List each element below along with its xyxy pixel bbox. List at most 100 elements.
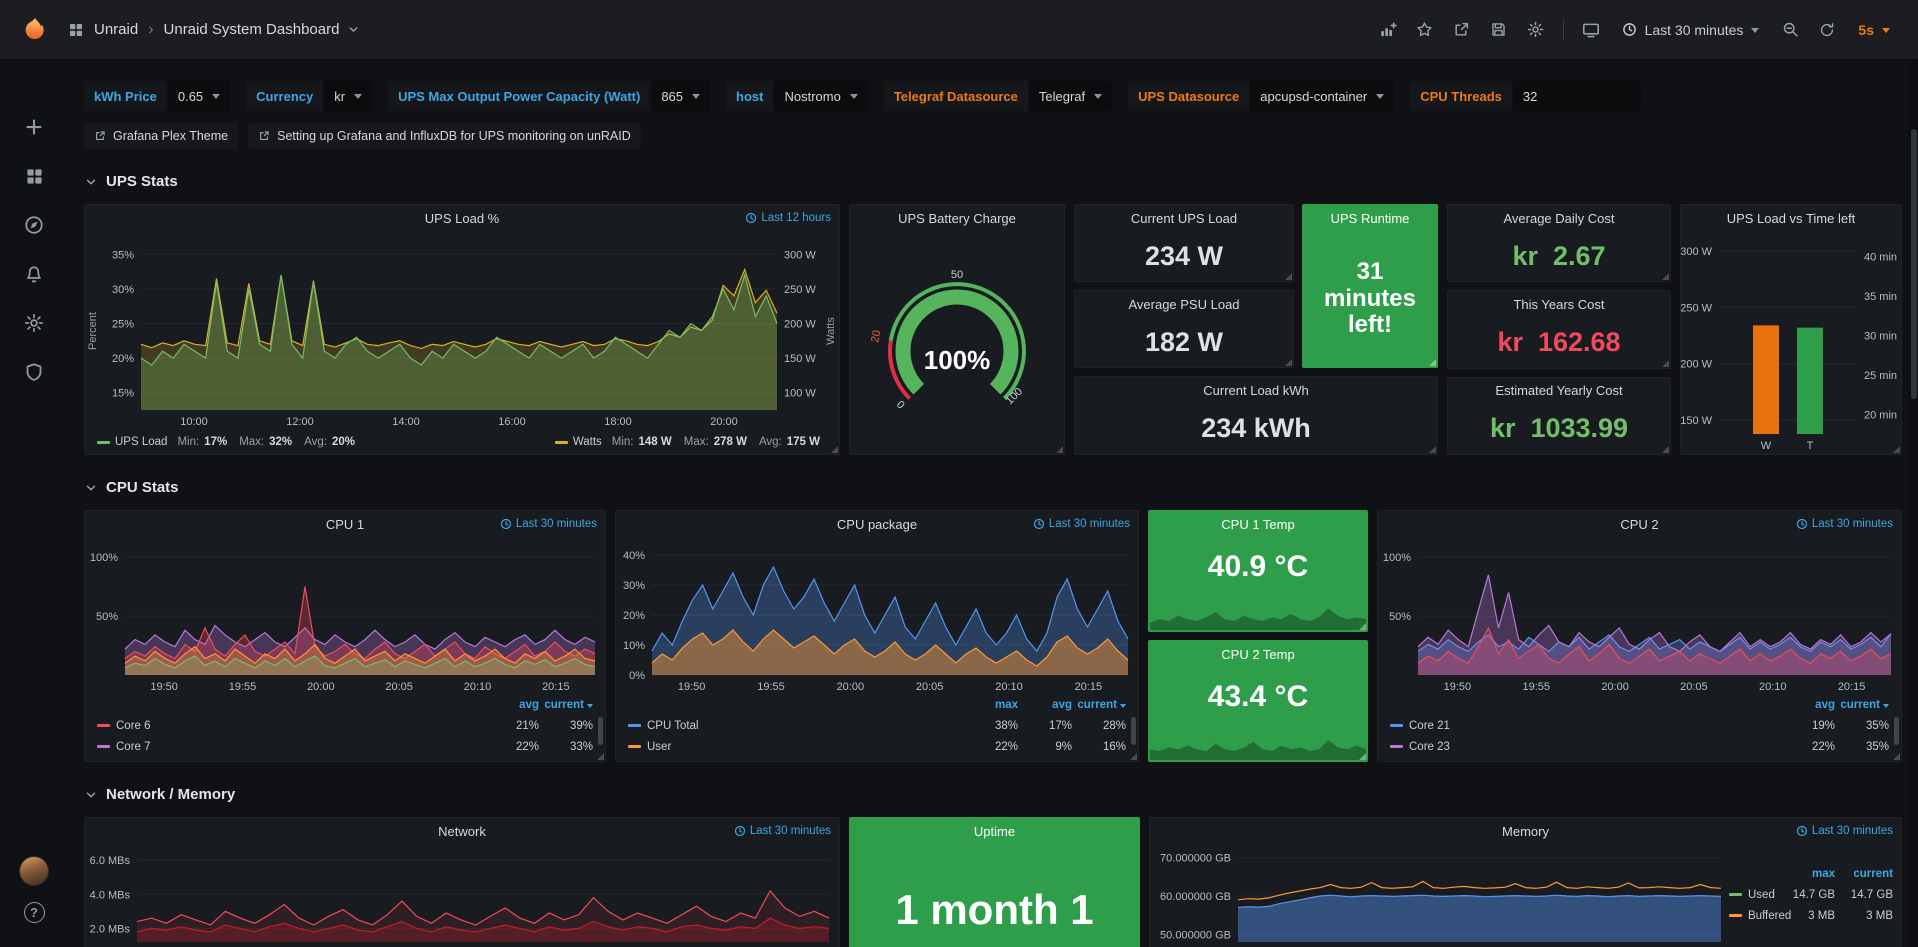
legend-scrollbar[interactable]	[598, 717, 603, 745]
user-avatar[interactable]	[19, 856, 49, 886]
panel-title[interactable]: Average PSU Load	[1128, 296, 1240, 312]
legend-item[interactable]: UPS Load Min: 17% Max: 32% Avg: 20%	[97, 436, 362, 448]
legend-row: Core 6 21% 39%	[97, 715, 593, 736]
save-dashboard-button[interactable]	[1483, 14, 1515, 46]
grafana-logo[interactable]	[0, 16, 68, 43]
legend-series-name[interactable]: CPU Total	[628, 720, 964, 732]
panel-title[interactable]: CPU package	[836, 516, 918, 532]
legend-series-name[interactable]: Core 7	[97, 741, 485, 753]
cpu2-chart[interactable]: 100% 50% 19:50 19:55 20:00 20:05 20:10 20:15	[1378, 537, 1901, 695]
chevron-down-icon[interactable]	[347, 23, 360, 36]
zoom-out-time-button[interactable]	[1774, 14, 1806, 46]
legend-series-name[interactable]: Used	[1729, 889, 1777, 901]
legend-series-name[interactable]: Buffered	[1729, 910, 1791, 922]
variable-text-input[interactable]: 32	[1512, 81, 1641, 111]
legend-series-name[interactable]: Core 6	[97, 720, 485, 732]
dashboard-link[interactable]: Grafana Plex Theme	[84, 123, 239, 149]
stat-value: 234 kWh	[1201, 413, 1311, 443]
panel-title[interactable]: Current Load kWh	[1203, 382, 1309, 398]
legend-scrollbar[interactable]	[1894, 717, 1899, 745]
ups-load-chart[interactable]: 35% 30% 25% 20% 15% 300 W 250 W 200 W 150 W 100 W…	[101, 231, 823, 430]
row-header-ups-stats[interactable]: UPS Stats	[84, 173, 1902, 190]
panel-title[interactable]: UPS Battery Charge	[898, 210, 1016, 226]
page-scrollbar[interactable]	[1910, 59, 1918, 947]
panel-current-load-kwh: Current Load kWh 234 kWh	[1074, 376, 1438, 455]
dashboard-settings-button[interactable]	[1520, 14, 1552, 46]
legend-sort-header[interactable]: current	[1072, 699, 1126, 711]
dashboard-links: Grafana Plex Theme Setting up Grafana and…	[84, 123, 1902, 149]
cpu-package-chart[interactable]: 40% 30% 20% 10% 0% 19:50 19:55 20:00 20:05 20:10 2…	[616, 537, 1138, 695]
server-admin-button[interactable]	[24, 362, 44, 382]
panel-title[interactable]: Average Daily Cost	[1503, 210, 1615, 226]
panel-title[interactable]: Current UPS Load	[1130, 210, 1238, 226]
panel-title[interactable]: CPU 1	[325, 516, 365, 532]
svg-text:50%: 50%	[96, 611, 118, 623]
legend-sort-header[interactable]: max	[994, 699, 1018, 711]
star-dashboard-button[interactable]	[1409, 14, 1441, 46]
gauge-tick: 20	[869, 329, 883, 343]
panel-title[interactable]: Network	[438, 823, 486, 839]
legend-item[interactable]: Watts Min: 148 W Max: 278 W Avg: 175 W	[554, 436, 827, 448]
panel-cpu-1: CPU 1 Last 30 minutes 100% 50% 19:50 19:55 2…	[84, 510, 606, 762]
panel-ups-load-vs-time-left: UPS Load vs Time left W T 300 W 250 W 200 W 1…	[1680, 204, 1902, 455]
share-dashboard-button[interactable]	[1446, 14, 1478, 46]
cpu1-chart[interactable]: 100% 50% 19:50 19:55 20:00 20:05 20:10 20:15	[85, 537, 605, 695]
panel-title[interactable]: This Years Cost	[1513, 296, 1605, 312]
panel-title[interactable]: UPS Load %	[424, 210, 500, 226]
variable-dropdown[interactable]: 0.65	[167, 81, 231, 111]
section-title: CPU Stats	[106, 479, 179, 496]
explore-button[interactable]	[24, 215, 44, 235]
panel-title[interactable]: CPU 2 Temp	[1221, 646, 1295, 662]
panel-title[interactable]: CPU 1 Temp	[1221, 516, 1295, 532]
time-range-label: Last 30 minutes	[1644, 21, 1744, 38]
row-header-cpu-stats[interactable]: CPU Stats	[84, 479, 1902, 496]
panel-header: UPS Battery Charge	[850, 205, 1064, 231]
cpu1-temp-sparkline	[1150, 594, 1366, 630]
create-new-button[interactable]	[24, 117, 44, 137]
dashboard-link[interactable]: Setting up Grafana and InfluxDB for UPS …	[248, 123, 641, 149]
panel-title[interactable]: UPS Load vs Time left	[1726, 210, 1856, 226]
ups-load-vs-time-chart[interactable]: W T 300 W 250 W 200 W 150 W 40 min 35 min 30 min…	[1681, 231, 1901, 454]
legend-series-name[interactable]: Core 21	[1390, 720, 1781, 732]
dashboards-button[interactable]	[25, 166, 44, 186]
legend-sort-header[interactable]: avg	[1052, 699, 1072, 711]
variable-dropdown[interactable]: Nostromo	[774, 81, 868, 111]
legend-sort-header[interactable]: avg	[519, 699, 539, 711]
panel-title[interactable]: CPU 2	[1620, 516, 1659, 532]
legend-stat-value: 35%	[1865, 719, 1889, 732]
time-range-picker[interactable]: Last 30 minutes	[1612, 15, 1770, 45]
row-header-network-memory[interactable]: Network / Memory	[84, 786, 1902, 803]
page-scrollbar-thumb[interactable]	[1911, 129, 1917, 399]
refresh-dashboard-button[interactable]	[1811, 14, 1843, 46]
legend-sort-header[interactable]: current	[1835, 699, 1889, 711]
legend-scrollbar[interactable]	[1131, 717, 1136, 745]
breadcrumb-app[interactable]: Unraid	[94, 21, 139, 38]
panel-title[interactable]: UPS Runtime	[1330, 210, 1410, 226]
panel-title[interactable]: Estimated Yearly Cost	[1495, 383, 1623, 399]
svg-text:2.0 MBs: 2.0 MBs	[90, 923, 131, 935]
help-button[interactable]: ?	[23, 902, 45, 923]
configuration-button[interactable]	[24, 313, 44, 333]
legend-sort-header[interactable]: current	[1853, 868, 1893, 880]
legend-sort-header[interactable]: avg	[1815, 699, 1835, 711]
cycle-view-mode-button[interactable]	[1575, 14, 1607, 46]
legend-sort-header[interactable]: max	[1811, 868, 1835, 880]
legend-series-name[interactable]: User	[628, 741, 964, 753]
panel-title[interactable]: Uptime	[973, 823, 1016, 839]
alerting-button[interactable]	[24, 264, 44, 284]
panel-title[interactable]: Memory	[1502, 823, 1549, 839]
refresh-interval-picker[interactable]: 5s	[1848, 15, 1900, 45]
gauge-tick: 100	[1004, 385, 1025, 406]
add-panel-button[interactable]	[1372, 14, 1404, 46]
breadcrumb-dashboard-title[interactable]: Unraid System Dashboard	[163, 21, 340, 38]
variable-dropdown[interactable]: Telegraf	[1028, 81, 1113, 111]
svg-text:300 W: 300 W	[784, 249, 816, 261]
legend-sort-header[interactable]: current	[539, 699, 593, 711]
legend-series-name[interactable]: Core 23	[1390, 741, 1781, 753]
variable-dropdown[interactable]: 865	[651, 81, 711, 111]
variable-dropdown[interactable]: apcupsd-container	[1250, 81, 1395, 111]
legend-header-row: avg current	[1390, 695, 1889, 715]
variable-dropdown[interactable]: kr	[324, 81, 373, 111]
